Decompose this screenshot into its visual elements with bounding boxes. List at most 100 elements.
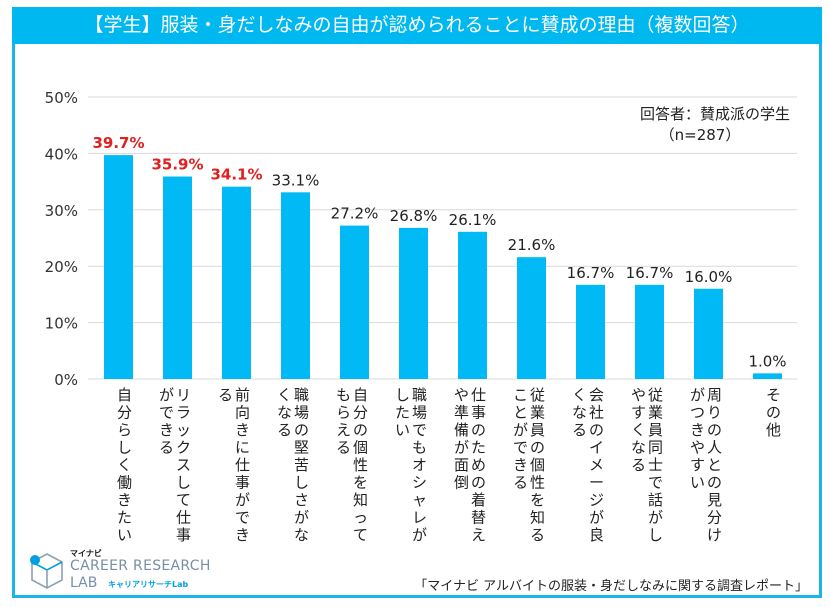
value-label: 39.7% [92,134,144,152]
x-label-char: 同 [648,439,663,457]
x-label-char: 見 [707,491,722,509]
x-label-char: ら [336,404,351,422]
x-label-char: が [690,386,705,404]
bar [399,227,428,379]
x-label-char: っ [353,509,368,527]
x-label-char: 員 [648,421,663,439]
x-label-char: 堅 [294,439,309,457]
gridlines [88,96,797,380]
x-label-char: の [530,439,545,457]
x-label-char: の [707,474,722,492]
x-label-char: の [589,421,604,439]
x-label-char: 備 [454,421,469,439]
x-label-char: る [277,421,292,439]
chart-title: 【学生】服装・身だしなみの自由が認められることに賛成の理由（複数回答） [12,7,822,44]
x-label-char: 周 [707,386,722,404]
x-label-char: や [690,439,705,457]
x-label-char: が [294,509,309,527]
career-research-lab-logo: マイナビ CAREER RESEARCH LAB キャリアリサーチLab [26,548,226,593]
x-label-char: き [235,421,250,439]
x-label-char: 業 [648,404,663,422]
logo-brand-small: マイナビ [70,549,102,558]
x-label-char: る [218,386,233,404]
x-label-char: 他 [766,421,781,439]
x-label-char: 性 [353,456,368,474]
x-label-char: 士 [648,456,663,474]
x-label-char: な [294,526,309,544]
x-label-char: 前 [235,386,250,404]
x-label-char: で [235,509,250,527]
x-label-char: し [117,439,132,457]
x-label-char: の [294,421,309,439]
logo-line2-sub: キャリアリサーチLab [108,580,189,589]
y-tick-label: 10% [45,315,78,333]
x-label-char: つ [690,404,705,422]
value-label: 26.8% [390,207,438,225]
x-label-char: 分 [353,404,368,422]
value-label: 34.1% [210,166,262,184]
x-label-char: が [589,509,604,527]
x-label-char: る [159,439,174,457]
x-label-char: 事 [471,404,486,422]
logo-line2: LAB [70,575,98,591]
x-label-char: リ [176,386,191,404]
x-label-char: メ [589,456,604,474]
x-label-char: く [117,456,132,474]
x-label-char: り [707,404,722,422]
x-label-char: が [412,526,427,544]
x-label-char: で [159,404,174,422]
x-label-char: き [117,491,132,509]
x-label-char: で [648,474,663,492]
x-label-char: る [336,439,351,457]
x-label-char: 性 [530,474,545,492]
x-label-char: 事 [176,526,191,544]
x-label-char: い [690,474,705,492]
value-label: 26.1% [449,211,497,229]
x-label-char: 仕 [235,456,250,474]
x-label-char: の [766,404,781,422]
x-label-char: 場 [412,404,427,422]
x-label-char: し [395,386,410,404]
x-label-char: け [707,526,722,544]
x-label-char: ス [176,456,191,474]
x-label-char: る [572,421,587,439]
y-tick-label: 0% [54,371,78,389]
y-tick-label: 20% [45,258,78,276]
x-label-char: 員 [530,421,545,439]
x-label-char: ら [117,421,132,439]
x-label-char: く [277,386,292,404]
x-label-char: シ [412,474,427,492]
value-label: 33.1% [272,171,320,189]
bar [163,176,192,379]
x-label-char: ッ [176,421,191,439]
x-label-char: イ [589,439,604,457]
x-label-char: な [631,439,646,457]
x-label-char: し [176,474,191,492]
respondent-label: 回答者：賛成派の学生 [639,105,790,123]
x-label-char: た [395,404,410,422]
x-label-char: る [631,456,646,474]
x-label-char: そ [766,386,781,404]
bars [104,155,782,379]
y-tick-label: 50% [45,89,78,107]
x-label-char: き [159,421,174,439]
bar [635,284,664,379]
x-label-char: 場 [294,404,309,422]
x-label-char: ジ [589,491,604,509]
x-label-char: を [530,491,545,509]
x-label-char: さ [294,491,309,509]
x-label-char: と [707,456,722,474]
x-label-char: き [690,421,705,439]
x-label-char: て [353,526,368,544]
x-label-char: た [471,439,486,457]
x-label-char: る [530,526,545,544]
x-label-char: き [513,456,528,474]
value-label: 35.9% [151,156,203,174]
x-label-char: す [690,456,705,474]
